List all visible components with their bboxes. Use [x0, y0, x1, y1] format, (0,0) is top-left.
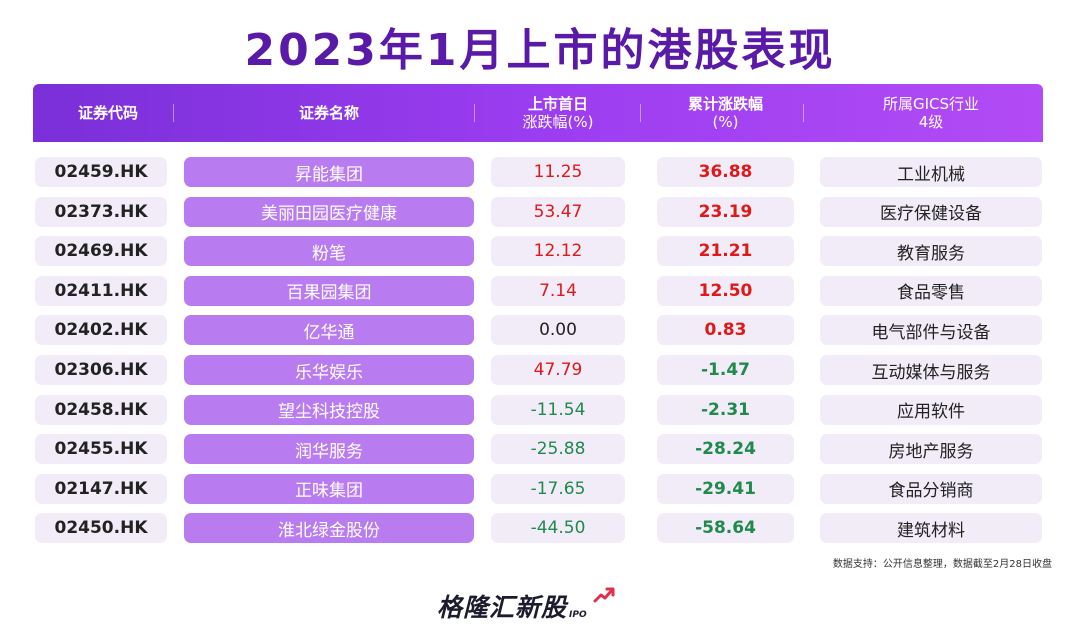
cumulative-change-cell: 0.83: [657, 315, 794, 346]
industry-cell: 教育服务: [820, 236, 1042, 267]
header-first-day-line1: 上市首日: [527, 95, 588, 113]
brand-logo: 格隆汇新股 IPO: [437, 587, 615, 624]
brand-logo-text: 格隆汇新股: [437, 593, 568, 622]
trend-arrow-icon: [593, 587, 615, 603]
table-row: 02469.HK 粉笔 12.12 21.21 教育服务: [0, 236, 1080, 267]
header-cumulative: 累计涨跌幅 (%): [657, 84, 794, 142]
stock-code-cell: 02373.HK: [35, 196, 167, 227]
header-divider: [173, 104, 174, 122]
first-day-change-cell: -17.65: [491, 473, 625, 504]
first-day-change-cell: 7.14: [491, 275, 625, 306]
industry-cell: 工业机械: [820, 157, 1042, 187]
table-row: 02306.HK 乐华娱乐 47.79 -1.47 互动媒体与服务: [0, 355, 1080, 385]
first-day-change-cell: -25.88: [491, 434, 625, 465]
header-divider: [640, 104, 641, 122]
stock-code-cell: 02402.HK: [35, 315, 167, 346]
cumulative-change-cell: 21.21: [657, 236, 794, 267]
first-day-change-cell: 11.25: [491, 157, 625, 187]
stock-name-cell: 百果园集团: [184, 275, 474, 306]
header-industry: 所属GICS行业 4级: [820, 84, 1042, 142]
industry-cell: 医疗保健设备: [820, 196, 1042, 227]
stock-code-cell: 02306.HK: [35, 355, 167, 385]
stock-name-cell: 润华服务: [184, 434, 474, 465]
header-divider: [803, 104, 804, 122]
first-day-change-cell: -11.54: [491, 394, 625, 425]
first-day-change-cell: 53.47: [491, 196, 625, 227]
first-day-change-cell: 12.12: [491, 236, 625, 267]
table-row: 02411.HK 百果园集团 7.14 12.50 食品零售: [0, 275, 1080, 306]
brand-logo-sub: IPO: [569, 610, 587, 620]
stock-name-cell: 亿华通: [184, 315, 474, 346]
cumulative-change-cell: 12.50: [657, 275, 794, 306]
header-industry-line2: 4级: [918, 113, 944, 131]
header-first-day-line2: 涨跌幅(%): [522, 113, 594, 131]
table-row: 02402.HK 亿华通 0.00 0.83 电气部件与设备: [0, 315, 1080, 346]
cumulative-change-cell: 23.19: [657, 196, 794, 227]
stock-code-cell: 02459.HK: [35, 157, 167, 187]
industry-cell: 食品分销商: [820, 473, 1042, 504]
industry-cell: 应用软件: [820, 394, 1042, 425]
first-day-change-cell: -44.50: [491, 513, 625, 544]
table-header: 证券代码 证券名称 上市首日 涨跌幅(%) 累计涨跌幅 (%) 所属GICS行业…: [33, 84, 1043, 142]
industry-cell: 建筑材料: [820, 513, 1042, 544]
data-source-note: 数据支持：公开信息整理，数据截至2月28日收盘: [832, 559, 1052, 570]
header-name: 证券名称: [298, 104, 359, 122]
stock-name-cell: 淮北绿金股份: [184, 513, 474, 544]
cumulative-change-cell: -28.24: [657, 434, 794, 465]
industry-cell: 食品零售: [820, 275, 1042, 306]
header-cumulative-line2: (%): [712, 113, 739, 131]
cumulative-change-cell: -58.64: [657, 513, 794, 544]
stock-code-cell: 02469.HK: [35, 236, 167, 267]
stock-name-cell: 正味集团: [184, 473, 474, 504]
stock-name-cell: 望尘科技控股: [184, 394, 474, 425]
stock-code-cell: 02455.HK: [35, 434, 167, 465]
header-divider: [474, 104, 475, 122]
header-code: 证券代码: [77, 104, 138, 122]
table-row: 02455.HK 润华服务 -25.88 -28.24 房地产服务: [0, 434, 1080, 465]
cumulative-change-cell: 36.88: [657, 157, 794, 187]
stock-name-cell: 昇能集团: [184, 157, 474, 187]
header-industry-line1: 所属GICS行业: [882, 95, 980, 113]
stock-code-cell: 02147.HK: [35, 473, 167, 504]
cumulative-change-cell: -29.41: [657, 473, 794, 504]
header-cumulative-line1: 累计涨跌幅: [687, 95, 763, 113]
cumulative-change-cell: -1.47: [657, 355, 794, 385]
industry-cell: 互动媒体与服务: [820, 355, 1042, 385]
industry-cell: 电气部件与设备: [820, 315, 1042, 346]
industry-cell: 房地产服务: [820, 434, 1042, 465]
cumulative-change-cell: -2.31: [657, 394, 794, 425]
stock-code-cell: 02411.HK: [35, 275, 167, 306]
first-day-change-cell: 47.79: [491, 355, 625, 385]
table-row: 02147.HK 正味集团 -17.65 -29.41 食品分销商: [0, 473, 1080, 504]
table-row: 02459.HK 昇能集团 11.25 36.88 工业机械: [0, 157, 1080, 187]
stock-name-cell: 美丽田园医疗健康: [184, 196, 474, 227]
header-first-day: 上市首日 涨跌幅(%): [491, 84, 625, 142]
stock-code-cell: 02458.HK: [35, 394, 167, 425]
stock-name-cell: 乐华娱乐: [184, 355, 474, 385]
stock-name-cell: 粉笔: [184, 236, 474, 267]
first-day-change-cell: 0.00: [491, 315, 625, 346]
page-title: 2023年1月上市的港股表现: [244, 25, 836, 76]
stock-code-cell: 02450.HK: [35, 513, 167, 544]
table-row: 02450.HK 淮北绿金股份 -44.50 -58.64 建筑材料: [0, 513, 1080, 544]
table-row: 02458.HK 望尘科技控股 -11.54 -2.31 应用软件: [0, 394, 1080, 425]
table-row: 02373.HK 美丽田园医疗健康 53.47 23.19 医疗保健设备: [0, 196, 1080, 227]
